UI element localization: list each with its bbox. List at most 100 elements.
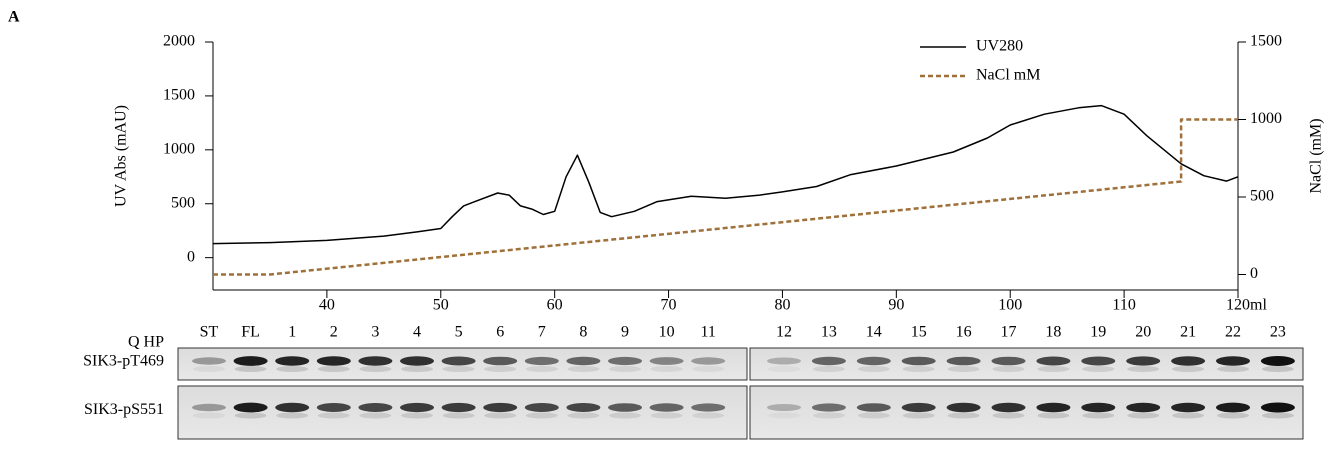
band xyxy=(1126,403,1160,413)
lane-label: 19 xyxy=(1090,324,1106,341)
lane-label: 9 xyxy=(621,324,629,341)
lane-label: 11 xyxy=(700,324,715,341)
band xyxy=(992,357,1026,366)
band-smear xyxy=(903,413,935,419)
band-smear xyxy=(768,366,800,372)
band-smear xyxy=(567,366,599,372)
band xyxy=(812,357,846,365)
y-axis-label: UV Abs (mAU) xyxy=(113,105,130,207)
band xyxy=(192,357,226,364)
data-line xyxy=(213,106,1238,244)
band xyxy=(566,403,600,412)
band-smear xyxy=(1172,413,1204,419)
lane-label: 7 xyxy=(538,324,546,341)
band-smear xyxy=(692,413,724,419)
band-smear xyxy=(651,413,683,419)
band-smear xyxy=(276,366,308,372)
band xyxy=(358,356,392,365)
band xyxy=(275,403,309,412)
band xyxy=(812,403,846,411)
band xyxy=(691,357,725,364)
band-smear xyxy=(768,413,800,419)
x-tick-label: 70 xyxy=(661,297,677,314)
lane-label: 8 xyxy=(579,324,587,341)
band xyxy=(902,357,936,366)
band xyxy=(947,403,981,412)
lane-label: 4 xyxy=(413,324,421,341)
band-smear xyxy=(1172,366,1204,372)
band xyxy=(1126,356,1160,365)
band xyxy=(358,403,392,412)
x-tick-label: 90 xyxy=(888,297,904,314)
band-smear xyxy=(484,366,516,372)
y2-tick-label: 1000 xyxy=(1250,110,1282,127)
band-smear xyxy=(567,413,599,419)
x-tick-label: 110 xyxy=(1112,297,1135,314)
band-smear xyxy=(401,366,433,372)
band xyxy=(947,357,981,366)
lane-label: 20 xyxy=(1135,324,1151,341)
band-smear xyxy=(692,366,724,372)
band xyxy=(1081,403,1115,413)
band-smear xyxy=(193,413,225,419)
band-smear xyxy=(235,366,267,372)
band-smear xyxy=(858,366,890,372)
band-smear xyxy=(193,366,225,372)
row-label: SIK3-pS551 xyxy=(84,401,164,418)
band-smear xyxy=(813,366,845,372)
band xyxy=(1171,356,1205,365)
lane-label: 1 xyxy=(288,324,296,341)
band xyxy=(650,403,684,411)
lane-label: 12 xyxy=(776,324,792,341)
band xyxy=(1171,403,1205,413)
lane-label: 22 xyxy=(1225,324,1241,341)
band-smear xyxy=(609,366,641,372)
band xyxy=(400,403,434,412)
band xyxy=(483,357,517,366)
band-smear xyxy=(235,413,267,419)
band-smear xyxy=(1082,413,1114,419)
band xyxy=(608,357,642,365)
lane-label: 23 xyxy=(1270,324,1286,341)
y2-tick-label: 1500 xyxy=(1250,33,1282,50)
band xyxy=(1216,356,1250,366)
figure: A 05001000150020000500100015004050607080… xyxy=(0,0,1328,463)
legend-label: UV280 xyxy=(976,38,1023,55)
blot-panel xyxy=(750,386,1303,439)
band-smear xyxy=(443,413,475,419)
x-tick-label: 100 xyxy=(998,297,1022,314)
band-smear xyxy=(813,413,845,419)
lane-label: FL xyxy=(241,324,260,341)
band xyxy=(234,356,268,366)
lane-label: 14 xyxy=(866,324,882,341)
band xyxy=(442,403,476,412)
band xyxy=(317,356,351,366)
x-tick-label: 40 xyxy=(319,297,335,314)
band xyxy=(275,356,309,366)
y-tick-label: 1500 xyxy=(163,87,195,104)
band xyxy=(902,403,936,412)
row-header: Q HP xyxy=(128,334,164,351)
band-smear xyxy=(1037,366,1069,372)
band xyxy=(566,357,600,365)
band-smear xyxy=(1262,413,1294,419)
band-smear xyxy=(1037,413,1069,419)
band-smear xyxy=(359,366,391,372)
y2-tick-label: 500 xyxy=(1250,188,1274,205)
band xyxy=(992,403,1026,412)
band-smear xyxy=(858,413,890,419)
band xyxy=(192,404,226,411)
band-smear xyxy=(948,366,980,372)
lane-label: 17 xyxy=(1001,324,1017,341)
y-tick-label: 500 xyxy=(171,194,195,211)
band-smear xyxy=(651,366,683,372)
y-tick-label: 1000 xyxy=(163,140,195,157)
lane-label: 6 xyxy=(496,324,504,341)
band xyxy=(767,358,801,365)
band-smear xyxy=(276,413,308,419)
y-tick-label: 2000 xyxy=(163,33,195,50)
band xyxy=(1216,403,1250,413)
band xyxy=(525,403,559,412)
band-smear xyxy=(903,366,935,372)
